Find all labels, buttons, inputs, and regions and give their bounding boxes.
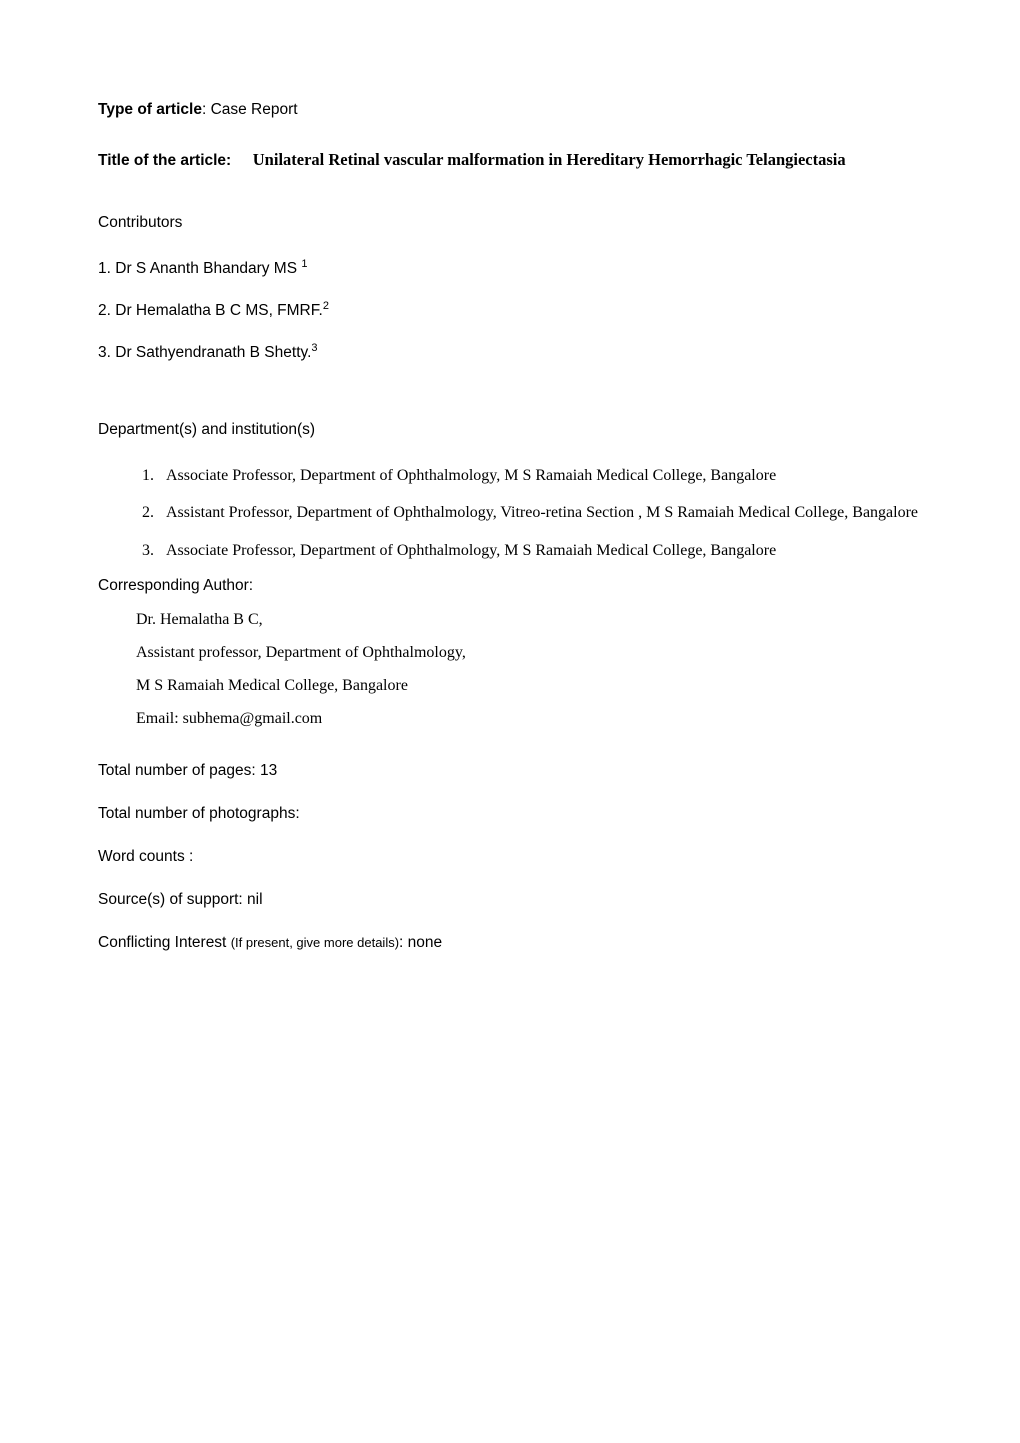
type-of-article-value: Case Report bbox=[211, 101, 298, 118]
photos-line: Total number of photographs: bbox=[98, 805, 922, 823]
contributors-heading: Contributors bbox=[98, 214, 922, 232]
dept-item-3: Associate Professor, Department of Ophth… bbox=[158, 540, 922, 562]
contributor-3-name: Dr Sathyendranath B Shetty. bbox=[115, 345, 311, 362]
contributor-1-sup: 1 bbox=[301, 258, 307, 270]
conflict-paren: (If present, give more details) bbox=[231, 935, 399, 950]
pages-line: Total number of pages: 13 bbox=[98, 762, 922, 780]
corresp-line-2: Assistant professor, Department of Ophth… bbox=[136, 644, 922, 662]
contributor-2-num: 2. bbox=[98, 302, 111, 319]
contributor-1-name: Dr S Ananth Bhandary MS bbox=[115, 260, 297, 277]
support-label: Source(s) of support: bbox=[98, 891, 243, 908]
corresp-line-3: M S Ramaiah Medical College, Bangalore bbox=[136, 677, 922, 695]
corresp-line-4: Email: subhema@gmail.com bbox=[136, 710, 922, 728]
photos-label: Total number of photographs: bbox=[98, 805, 300, 822]
pages-label: Total number of pages: bbox=[98, 762, 256, 779]
contributor-1: 1. Dr S Ananth Bhandary MS 1 bbox=[98, 258, 922, 278]
conflict-colon: : bbox=[399, 934, 408, 951]
conflict-line: Conflicting Interest (If present, give m… bbox=[98, 934, 922, 952]
words-line: Word counts : bbox=[98, 848, 922, 866]
type-colon: : bbox=[202, 101, 211, 118]
support-line: Source(s) of support: nil bbox=[98, 891, 922, 909]
corresponding-author-heading: Corresponding Author: bbox=[98, 577, 922, 595]
type-of-article-line: Type of article: Case Report bbox=[98, 98, 922, 121]
type-of-article-label: Type of article bbox=[98, 101, 202, 118]
conflict-value: none bbox=[408, 934, 442, 951]
contributor-1-num: 1. bbox=[98, 260, 111, 277]
contributor-2-name: Dr Hemalatha B C MS, FMRF. bbox=[115, 302, 323, 319]
contributor-2-sup: 2 bbox=[323, 300, 329, 312]
corresp-line-1: Dr. Hemalatha B C, bbox=[136, 611, 922, 629]
title-value: Unilateral Retinal vascular malformation… bbox=[253, 150, 846, 169]
departments-heading: Department(s) and institution(s) bbox=[98, 421, 922, 439]
contributor-2: 2. Dr Hemalatha B C MS, FMRF.2 bbox=[98, 300, 922, 320]
contributor-3-num: 3. bbox=[98, 345, 111, 362]
pages-value: 13 bbox=[260, 762, 277, 779]
title-label: Title of the article: bbox=[98, 152, 231, 169]
contributor-3-sup: 3 bbox=[311, 342, 317, 354]
dept-item-1: Associate Professor, Department of Ophth… bbox=[158, 465, 922, 487]
departments-list: Associate Professor, Department of Ophth… bbox=[98, 465, 922, 562]
meta-block: Total number of pages: 13 Total number o… bbox=[98, 762, 922, 952]
words-label: Word counts : bbox=[98, 848, 193, 865]
support-value: nil bbox=[247, 891, 263, 908]
corresponding-author-block: Dr. Hemalatha B C, Assistant professor, … bbox=[98, 611, 922, 728]
contributor-3: 3. Dr Sathyendranath B Shetty.3 bbox=[98, 342, 922, 362]
conflict-label: Conflicting Interest bbox=[98, 934, 226, 951]
dept-item-2: Assistant Professor, Department of Ophth… bbox=[158, 502, 922, 524]
title-line: Title of the article: Unilateral Retinal… bbox=[98, 139, 922, 182]
